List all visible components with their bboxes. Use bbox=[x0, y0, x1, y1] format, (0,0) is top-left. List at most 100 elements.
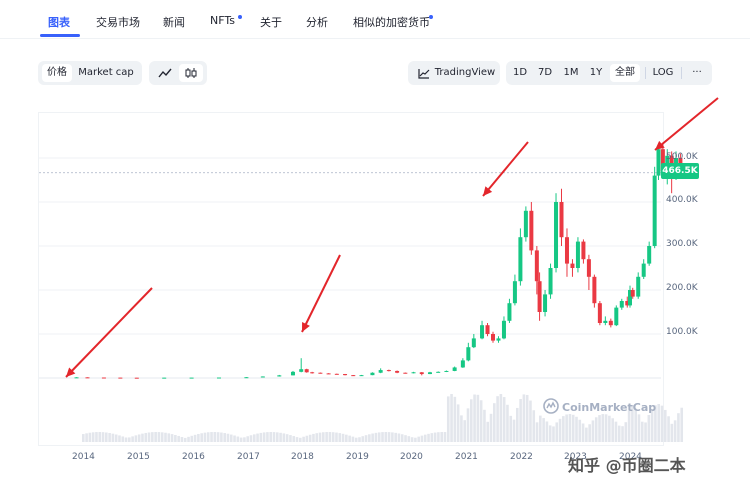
candle bbox=[411, 372, 416, 374]
volume-bar bbox=[252, 434, 256, 442]
volume-bar bbox=[197, 433, 200, 442]
volume-bar bbox=[394, 432, 397, 442]
volume-bar bbox=[631, 404, 634, 442]
volume-bar bbox=[312, 433, 315, 442]
candle bbox=[260, 376, 265, 378]
price-marketcap-toggle: 价格 Market cap bbox=[38, 61, 142, 85]
candle bbox=[656, 149, 661, 176]
volume-bar bbox=[565, 414, 568, 442]
volume-bar bbox=[167, 433, 171, 442]
volume-bar bbox=[417, 436, 420, 442]
volume-bar bbox=[443, 432, 447, 442]
tab-markets[interactable]: 交易市场 bbox=[96, 16, 140, 29]
range-1y[interactable]: 1Y bbox=[589, 67, 603, 78]
tab-news[interactable]: 新闻 bbox=[163, 16, 185, 29]
annotation-arrowhead bbox=[302, 322, 310, 332]
volume-bar bbox=[397, 433, 401, 442]
volume-bar bbox=[657, 404, 660, 442]
time-range-selector: 1D 7D 1M 1Y 全部 LOG ··· bbox=[506, 61, 712, 85]
volume-bar bbox=[377, 432, 381, 442]
annotation-arrowhead bbox=[655, 140, 665, 150]
volume-bar bbox=[463, 420, 467, 442]
volume-bar bbox=[170, 434, 174, 442]
line-chart-button[interactable] bbox=[153, 64, 177, 82]
candle bbox=[575, 241, 580, 268]
volume-bar bbox=[128, 437, 131, 442]
volume-bar bbox=[575, 416, 578, 442]
volume-bar bbox=[640, 421, 644, 442]
candle bbox=[304, 369, 309, 373]
candle bbox=[466, 347, 471, 361]
volume-bar bbox=[400, 434, 404, 442]
volume-bar bbox=[473, 394, 476, 442]
tab-nfts[interactable]: NFTs bbox=[210, 14, 235, 27]
y-tick-label: 300.0K bbox=[666, 239, 698, 249]
range-1m[interactable]: 1M bbox=[563, 67, 579, 78]
tab-analytics[interactable]: 分析 bbox=[306, 16, 328, 29]
volume-bar bbox=[542, 418, 545, 442]
range-7d[interactable]: 7D bbox=[537, 67, 553, 78]
candle bbox=[501, 320, 506, 339]
volume-bar bbox=[292, 436, 296, 442]
volume-bar bbox=[338, 433, 342, 442]
tradingview-button[interactable]: TradingView bbox=[408, 61, 500, 85]
range-all[interactable]: 全部 bbox=[610, 64, 640, 82]
volume-bar bbox=[266, 432, 269, 442]
candle bbox=[318, 372, 323, 374]
marketcap-button[interactable]: Market cap bbox=[78, 67, 134, 78]
volume-bar bbox=[111, 433, 115, 442]
volume-bar bbox=[229, 434, 233, 442]
price-button[interactable]: 价格 bbox=[42, 64, 72, 82]
candle bbox=[395, 370, 400, 373]
range-divider bbox=[645, 67, 646, 79]
volume-bar bbox=[460, 415, 463, 442]
log-scale-button[interactable]: LOG bbox=[652, 67, 674, 78]
candle-chart-button[interactable] bbox=[179, 64, 203, 82]
volume-bar bbox=[483, 409, 486, 442]
volume-bar bbox=[275, 432, 279, 442]
volume-bar bbox=[299, 437, 302, 442]
zhihu-watermark: 知乎 @币圈二本 bbox=[568, 456, 686, 475]
volume-bar bbox=[456, 404, 460, 442]
volume-bar bbox=[493, 403, 496, 442]
volume-bar bbox=[450, 394, 453, 442]
volume-bar bbox=[608, 415, 611, 442]
tab-chart[interactable]: 图表 bbox=[48, 16, 70, 29]
volume-bar bbox=[295, 437, 299, 442]
volume-bar bbox=[562, 416, 565, 442]
candle bbox=[652, 175, 657, 246]
candle bbox=[217, 377, 221, 379]
y-tick-label: 400.0K bbox=[666, 195, 698, 205]
volume-bar bbox=[680, 407, 684, 442]
volume-bar bbox=[614, 421, 618, 442]
candle bbox=[518, 237, 523, 282]
volume-bar bbox=[256, 433, 259, 442]
candle bbox=[485, 325, 490, 334]
volume-bar bbox=[368, 434, 371, 442]
volume-bar bbox=[624, 422, 628, 442]
volume-bar bbox=[479, 400, 483, 442]
volume-bar bbox=[621, 426, 624, 442]
annotation-arrow bbox=[65, 287, 153, 378]
price-chart-area[interactable] bbox=[38, 112, 664, 446]
volume-bar bbox=[516, 407, 519, 442]
volume-bar bbox=[239, 437, 243, 442]
volume-bar bbox=[124, 437, 128, 442]
volume-bar bbox=[213, 432, 217, 442]
more-options-button[interactable]: ··· bbox=[692, 67, 702, 78]
volume-bar bbox=[233, 435, 236, 442]
candle bbox=[334, 373, 339, 375]
volume-bar bbox=[496, 396, 499, 442]
annotation-arrow bbox=[654, 97, 719, 151]
range-1d[interactable]: 1D bbox=[512, 67, 528, 78]
tab-similar-coins[interactable]: 相似的加密货币 bbox=[353, 16, 430, 29]
candle bbox=[625, 301, 630, 306]
candle bbox=[636, 276, 641, 297]
volume-bar bbox=[502, 397, 506, 442]
tab-about[interactable]: 关于 bbox=[260, 16, 282, 29]
volume-bar bbox=[243, 437, 246, 442]
volume-bar bbox=[183, 437, 187, 442]
candle bbox=[608, 320, 613, 326]
volume-bar bbox=[269, 432, 273, 442]
